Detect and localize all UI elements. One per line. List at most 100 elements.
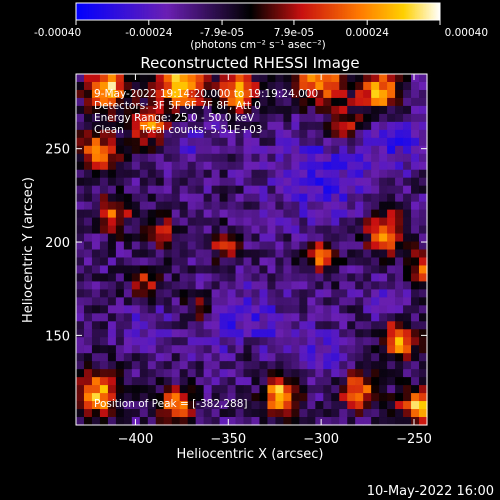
heatmap-cell [251,241,261,251]
heatmap-cell [331,113,340,123]
heatmap-cell [275,273,285,283]
heatmap-cell [195,161,205,171]
heatmap-cell [355,417,364,426]
heatmap-cell [227,385,237,394]
heatmap-cell [395,353,404,362]
heatmap-cell [179,321,189,330]
heatmap-cell [131,137,141,147]
heatmap-cell [403,89,412,99]
heatmap-cell [371,361,380,370]
heatmap-cell [83,249,93,259]
heatmap-cell [267,345,277,354]
heatmap-cell [395,329,404,338]
heatmap-cell [147,369,157,378]
heatmap-cell [323,409,332,418]
heatmap-cell [195,97,205,107]
heatmap-cell [419,161,428,171]
heatmap-cell [251,217,261,227]
heatmap-cell [163,185,173,195]
heatmap-cell [115,105,125,115]
heatmap-cell [403,377,412,386]
heatmap-cell [91,265,101,275]
heatmap-cell [307,161,316,171]
heatmap-cell [99,193,109,203]
heatmap-cell [275,265,285,275]
heatmap-cell [123,161,133,171]
heatmap-cell [323,273,332,283]
heatmap-cell [411,233,420,243]
heatmap-cell [403,153,412,163]
heatmap-cell [99,329,109,338]
heatmap-cell [235,313,245,322]
x-tick-label: −400 [118,432,154,447]
heatmap-cell [403,297,412,306]
heatmap-cell [123,321,133,330]
heatmap-cell [387,361,396,370]
heatmap-cell [131,97,141,107]
heatmap-cell [299,233,308,243]
heatmap-cell [139,169,149,179]
heatmap-cell [235,209,245,219]
heatmap-cell [387,369,396,378]
heatmap-cell [339,97,348,107]
heatmap-cell [251,169,261,179]
heatmap-cell [371,74,380,83]
heatmap-cell [275,137,285,147]
heatmap-cell [259,105,269,115]
heatmap-cell [211,289,221,298]
heatmap-cell [275,105,285,115]
heatmap-cell [99,233,109,243]
heatmap-cell [187,281,197,290]
heatmap-cell [347,401,356,410]
heatmap-cell [235,305,245,314]
heatmap-cell [107,121,117,131]
heatmap-cell [267,153,277,163]
heatmap-cell [267,393,277,402]
heatmap-cell [411,257,420,267]
heatmap-cell [331,105,340,115]
heatmap-cell [203,385,213,394]
heatmap-cell [155,369,165,378]
heatmap-cell [291,97,300,107]
heatmap-cell [355,265,364,275]
heatmap-cell [115,321,125,330]
heatmap-cell [275,329,285,338]
heatmap-cell [171,169,181,179]
heatmap-cell [163,377,173,386]
heatmap-cell [99,313,109,322]
heatmap-cell [155,137,165,147]
heatmap-cell [371,321,380,330]
heatmap-cell [251,417,261,426]
heatmap-cell [379,249,388,259]
heatmap-cell [99,305,109,314]
heatmap-cell [323,113,332,123]
heatmap-cell [371,121,380,131]
heatmap-cell [163,249,173,259]
heatmap-cell [155,353,165,362]
heatmap-cell [83,313,93,322]
heatmap-cell [387,353,396,362]
heatmap-cell [275,289,285,298]
heatmap-cell [147,305,157,314]
heatmap-cell [267,169,277,179]
heatmap-cell [251,145,261,155]
heatmap-cell [355,89,364,99]
heatmap-cell [419,393,428,402]
heatmap-cell [371,353,380,362]
heatmap-cell [219,74,229,83]
heatmap-cell [339,137,348,147]
heatmap-cell [163,361,173,370]
heatmap-cell [387,74,396,83]
heatmap-cell [187,345,197,354]
heatmap-cell [379,113,388,123]
heatmap-cell [411,249,420,259]
heatmap-cell [155,225,165,235]
heatmap-cell [283,74,292,83]
heatmap-cell [411,161,420,171]
heatmap-cell [243,81,253,91]
heatmap-cell [291,137,300,147]
heatmap-cell [395,393,404,402]
heatmap-cell [339,321,348,330]
heatmap-cell [76,361,85,370]
heatmap-cell [379,153,388,163]
